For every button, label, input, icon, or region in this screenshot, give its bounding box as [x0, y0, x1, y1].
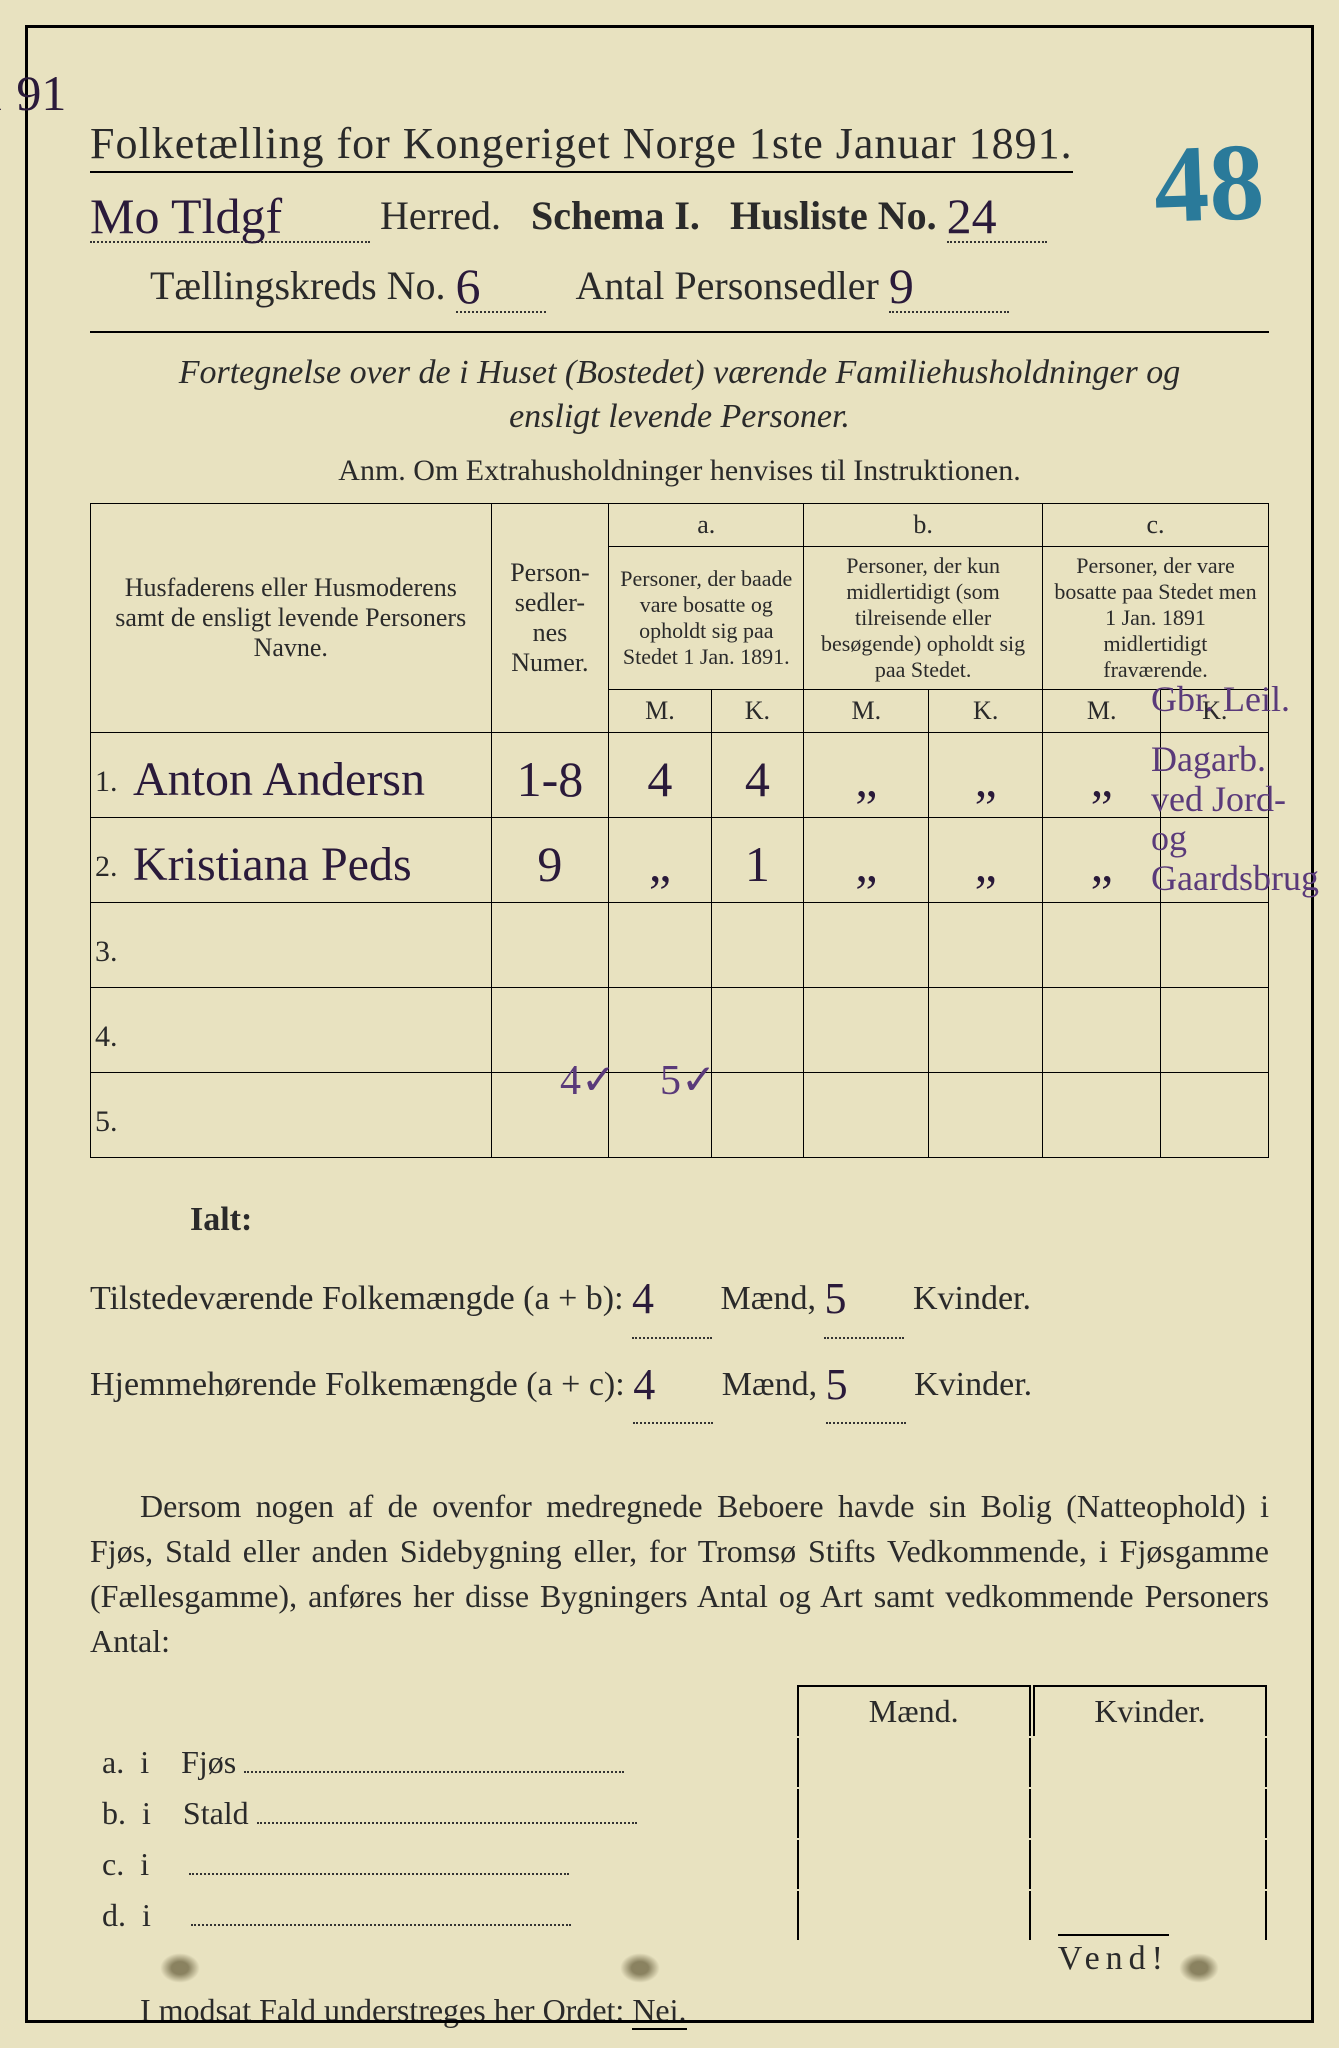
- hjemme-label: Hjemmehørende Folkemængde (a + c):: [90, 1366, 625, 1403]
- table-row: 1. Anton Andersn1-844„„„: [91, 733, 1269, 818]
- ialt-k-check: 5✓: [660, 1055, 716, 1105]
- col-c-desc: Personer, der vare bosatte paa Stedet me…: [1042, 547, 1268, 690]
- a-m: M.: [609, 690, 711, 733]
- summary-block: Ialt: Tilstedeværende Folkemængde (a + b…: [90, 1188, 1269, 1424]
- kreds-line: Tællingskreds No. 6 Antal Personsedler 9: [90, 253, 1269, 313]
- col-a-desc: Personer, der baade vare bosatte og opho…: [609, 547, 804, 690]
- census-form-page: 3/1 91 48 Folketælling for Kongeriget No…: [0, 0, 1339, 2048]
- lodging-row: d. i: [92, 1891, 1267, 1940]
- lodging-row: a. i Fjøs: [92, 1738, 1267, 1787]
- schema-label: Schema I.: [531, 193, 700, 238]
- hjemme-k: 5: [826, 1360, 848, 1409]
- col-a-head: a.: [609, 504, 804, 547]
- husliste-label: Husliste No.: [730, 193, 937, 238]
- lodging-table: Mænd. Kvinder. a. i Fjøs b. i Stald c. i…: [90, 1683, 1269, 1942]
- nei-line: I modsat Fald understreges her Ordet: Ne…: [90, 1992, 1269, 2029]
- page-stamp: 48: [1152, 118, 1266, 249]
- lodging-paragraph: Dersom nogen af de ovenfor medregnede Be…: [90, 1484, 1269, 1663]
- lodging-row: c. i: [92, 1840, 1267, 1889]
- sub-kvinder: Kvinder.: [1033, 1685, 1267, 1736]
- paper-damage-2: [620, 1953, 660, 1983]
- kreds-label: Tællingskreds No.: [150, 263, 446, 308]
- table-row: 3.: [91, 903, 1269, 988]
- sedler-value: 9: [889, 258, 914, 314]
- herred-line: Mo Tldgf Herred. Schema I. Husliste No. …: [90, 183, 1269, 243]
- b-m: M.: [804, 690, 929, 733]
- husliste-value: 24: [947, 188, 997, 244]
- maend-2: Mænd,: [722, 1366, 817, 1403]
- kvinder-1: Kvinder.: [913, 1280, 1031, 1317]
- ialt-label: Ialt:: [190, 1201, 252, 1238]
- margin-note-2: Dagarb. ved Jord- og Gaardsbrug: [1151, 740, 1321, 898]
- col-num-header: Person-sedler-nes Numer.: [491, 504, 609, 733]
- subtitle: Fortegnelse over de i Huset (Bostedet) v…: [130, 351, 1229, 439]
- lodging-row: b. i Stald: [92, 1789, 1267, 1838]
- col-b-head: b.: [804, 504, 1043, 547]
- divider-1: [90, 331, 1269, 333]
- paper-damage-3: [1179, 1953, 1219, 1983]
- vend-label: Vend!: [1058, 1934, 1169, 1978]
- paper-damage-1: [160, 1953, 200, 1983]
- sedler-label: Antal Personsedler: [576, 263, 879, 308]
- nei-word: Nei.: [632, 1992, 686, 2030]
- ialt-m-check: 4✓: [560, 1055, 616, 1105]
- tilstede-label: Tilstedeværende Folkemængde (a + b):: [90, 1280, 624, 1317]
- b-k: K.: [929, 690, 1043, 733]
- date-annotation: 3/1 91: [0, 65, 66, 121]
- col-names-header: Husfaderens eller Husmoderens samt de en…: [91, 504, 492, 733]
- herred-label: Herred.: [380, 193, 501, 238]
- kvinder-2: Kvinder.: [914, 1366, 1032, 1403]
- c-m: M.: [1042, 690, 1161, 733]
- hjemme-m: 4: [633, 1360, 655, 1409]
- tilstede-k: 5: [824, 1274, 846, 1323]
- col-b-desc: Personer, der kun midlertidigt (som tilr…: [804, 547, 1043, 690]
- a-k: K.: [711, 690, 804, 733]
- herred-value: Mo Tldgf: [90, 188, 282, 244]
- maend-1: Mænd,: [721, 1280, 816, 1317]
- col-c-head: c.: [1042, 504, 1268, 547]
- title-row: Folketælling for Kongeriget Norge 1ste J…: [90, 118, 1269, 173]
- kreds-value: 6: [456, 258, 481, 314]
- tilstede-m: 4: [632, 1274, 654, 1323]
- main-title: Folketælling for Kongeriget Norge 1ste J…: [90, 118, 1073, 173]
- margin-note-1: Gbr. Leil.: [1151, 680, 1321, 720]
- table-row: 2. Kristiana Peds9„1„„„: [91, 818, 1269, 903]
- anm-note: Anm. Om Extrahusholdninger henvises til …: [90, 454, 1269, 488]
- sub-maend: Mænd.: [797, 1685, 1031, 1736]
